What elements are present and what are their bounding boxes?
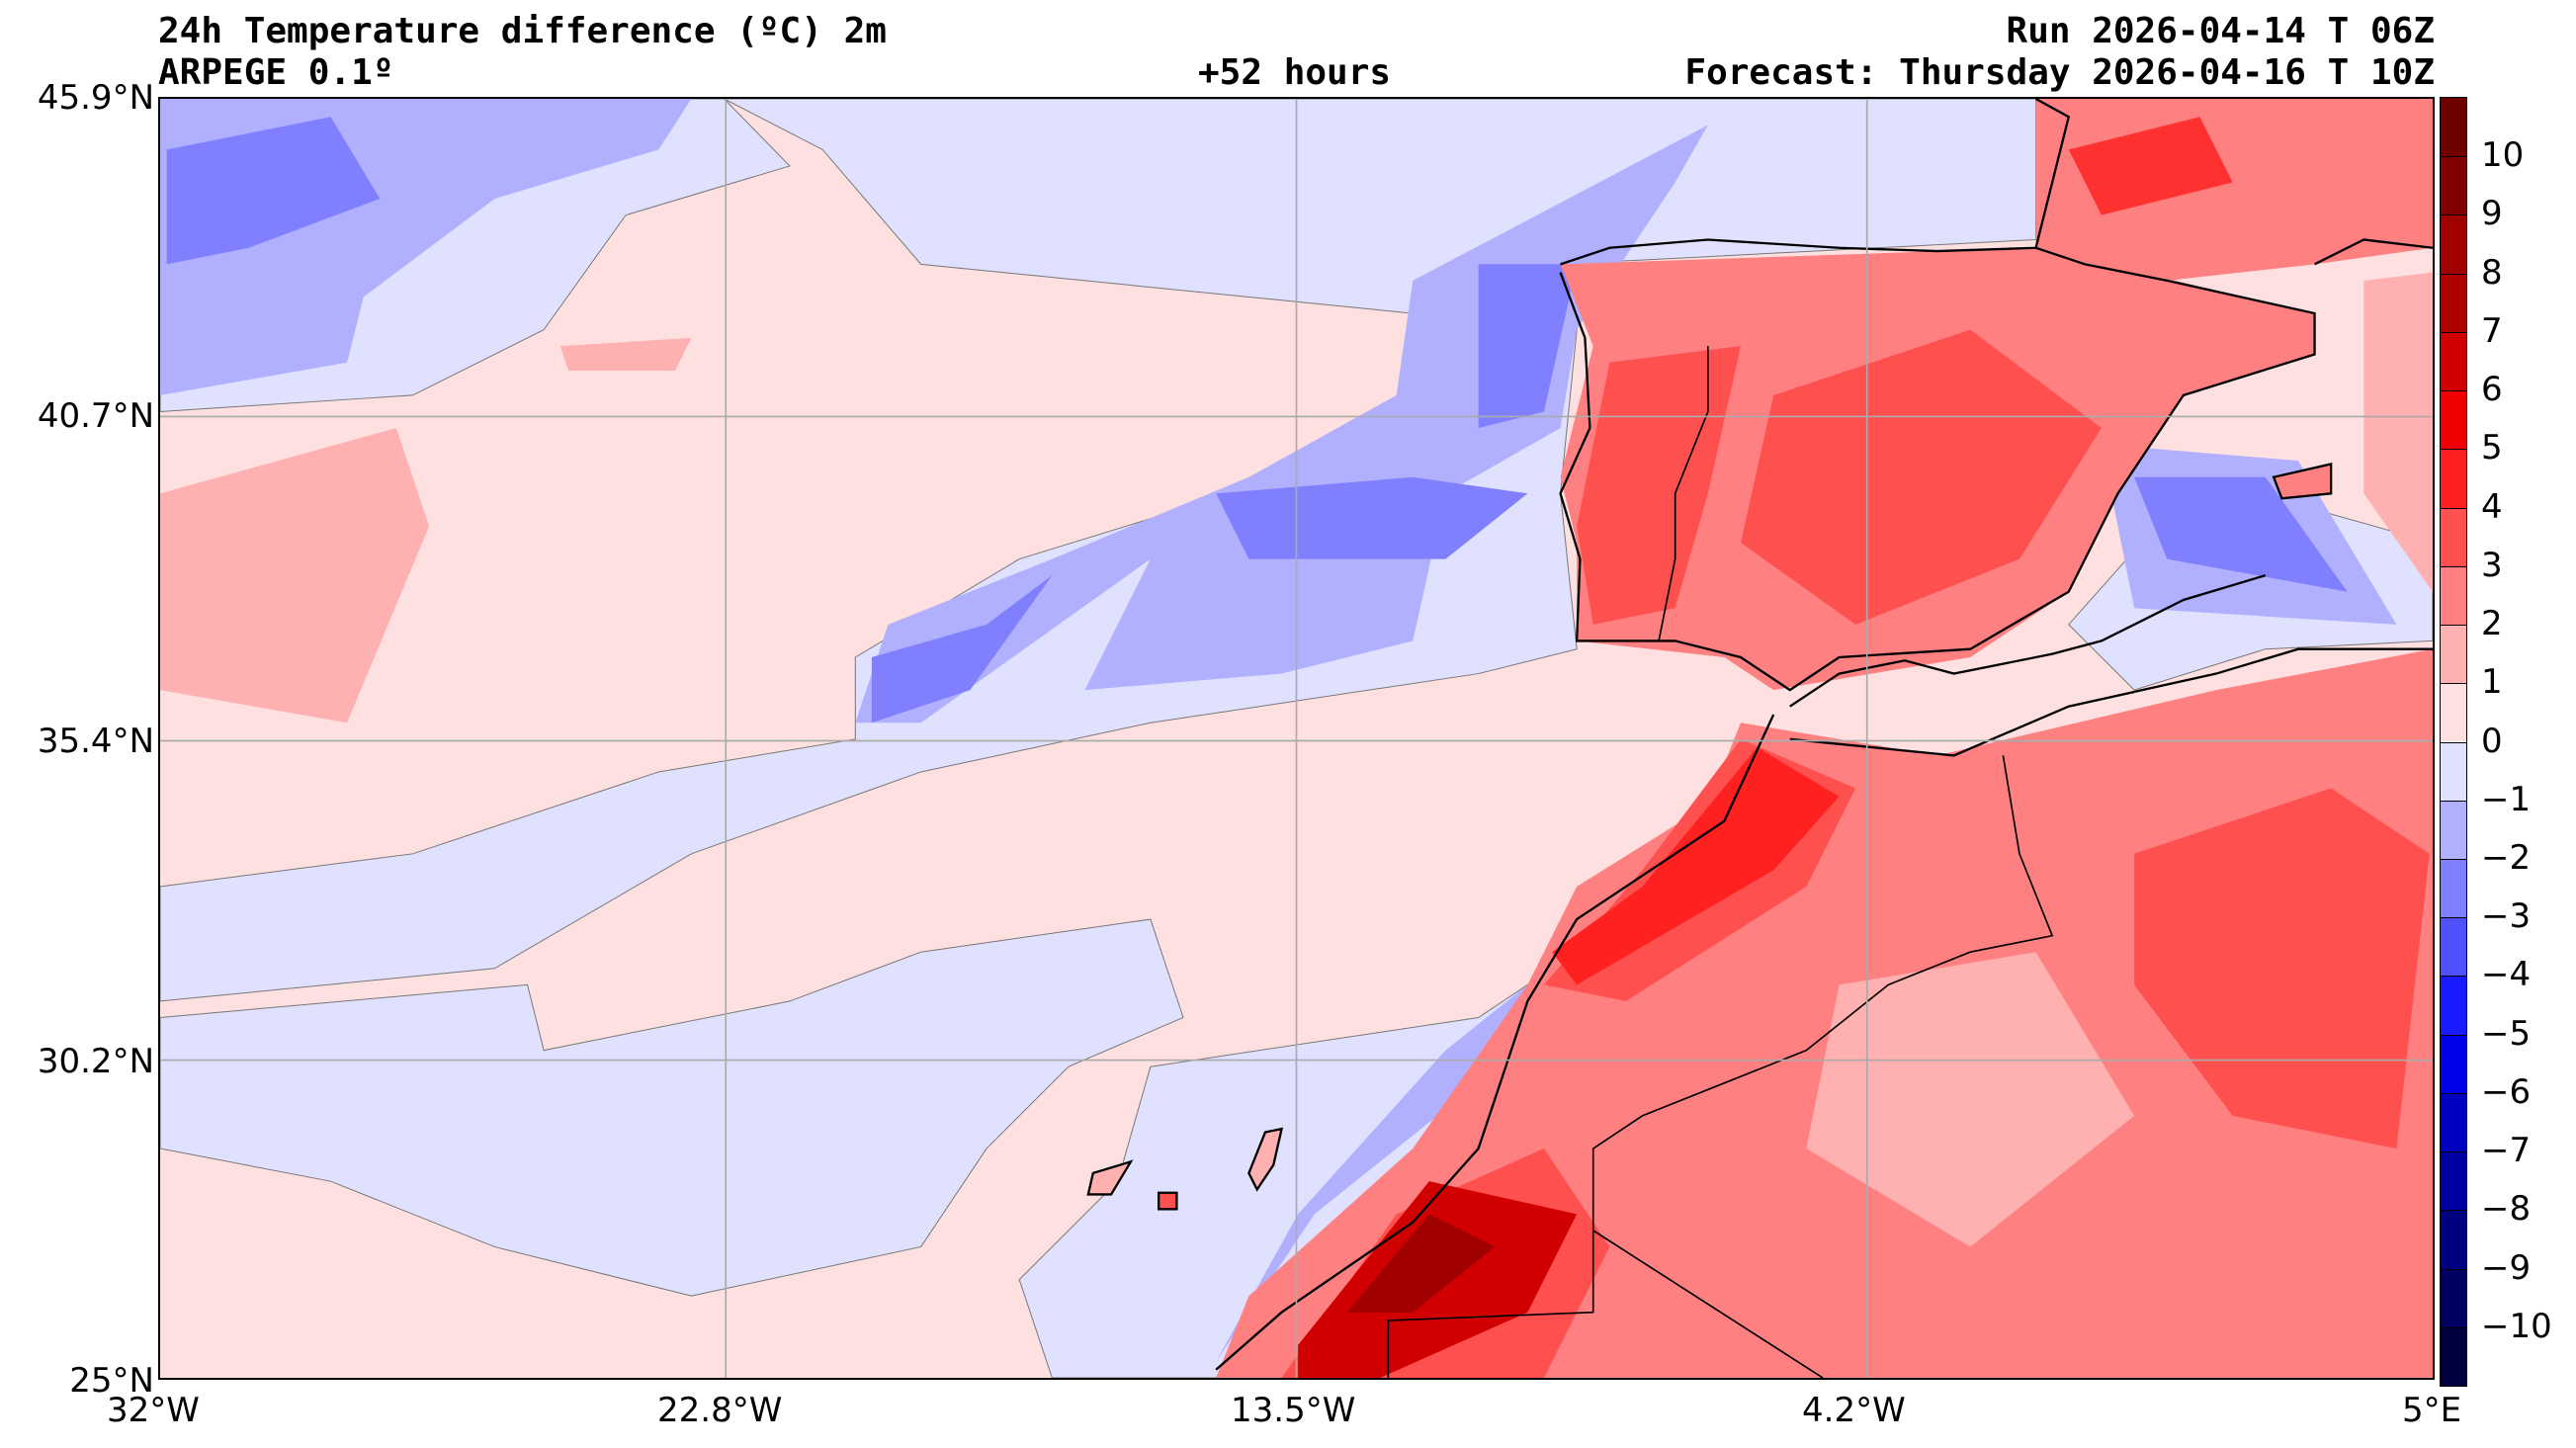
colorbar-bin	[2441, 214, 2466, 274]
lon-label: 4.2°W	[1802, 1391, 1906, 1430]
positive-anomaly-land	[1216, 99, 2433, 1378]
lat-label: 25°N	[69, 1361, 154, 1401]
pink-anomaly-west	[160, 337, 692, 724]
map-canvas	[159, 97, 2434, 1379]
colorbar-bin	[2441, 1151, 2466, 1211]
lat-label: 45.9°N	[37, 78, 154, 118]
colorbar-tick-label: 2	[2481, 604, 2503, 644]
colorbar-tick-label: −3	[2481, 896, 2532, 937]
chart-title: 24h Temperature difference (ºC) 2m	[158, 11, 887, 51]
colorbar-tick-label: −10	[2481, 1306, 2552, 1346]
colorbar-bin	[2441, 976, 2466, 1035]
colorbar-tick-label: −5	[2481, 1013, 2532, 1054]
colorbar-tick-label: −4	[2481, 955, 2532, 995]
model-label: ARPEGE 0.1º	[158, 52, 394, 93]
colorbar-tick-label: 5	[2481, 428, 2503, 468]
colorbar-tick-label: 7	[2481, 310, 2503, 351]
colorbar-tick-label: 0	[2481, 721, 2503, 761]
colorbar	[2440, 97, 2467, 1387]
colorbar-bin	[2441, 331, 2466, 391]
colorbar-tick-label: 6	[2481, 370, 2503, 410]
lon-label: 22.8°W	[657, 1391, 783, 1430]
colorbar-bin	[2441, 683, 2466, 742]
colorbar-tick-label: 4	[2481, 486, 2503, 527]
colorbar-bin	[2441, 1092, 2466, 1152]
colorbar-tick-label: −6	[2481, 1071, 2532, 1112]
colorbar-bin	[2441, 741, 2466, 801]
colorbar-bin	[2441, 625, 2466, 684]
coastlines	[1086, 97, 2434, 1379]
colorbar-bin	[2441, 156, 2466, 215]
forecast-label: Forecast: Thursday 2026-04-16 T 10Z	[1684, 52, 2435, 93]
colorbar-bin	[2441, 273, 2466, 332]
blue-anomaly-patches	[160, 99, 2397, 1362]
colorbar-bin	[2441, 449, 2466, 508]
gridlines	[160, 99, 2433, 1378]
run-label: Run 2026-04-14 T 06Z	[2006, 11, 2435, 51]
lon-label: 5°E	[2402, 1391, 2462, 1430]
lat-label: 30.2°N	[37, 1042, 154, 1081]
colorbar-tick-label: −2	[2481, 837, 2532, 878]
colorbar-bin	[2441, 565, 2466, 626]
lon-label: 32°W	[107, 1391, 200, 1430]
colorbar-tick-label: −8	[2481, 1189, 2532, 1230]
colorbar-tick-label: 8	[2481, 252, 2503, 293]
colorbar-tick-label: 3	[2481, 545, 2503, 585]
colorbar-bin	[2441, 917, 2466, 977]
lon-label: 13.5°W	[1231, 1391, 1356, 1430]
colorbar-tick-label: 10	[2481, 135, 2525, 176]
colorbar-bin	[2441, 1268, 2466, 1327]
lat-label: 40.7°N	[37, 396, 154, 436]
colorbar-bin	[2441, 390, 2466, 450]
colorbar-bin	[2441, 507, 2466, 566]
colorbar-tick-label: 9	[2481, 194, 2503, 234]
colorbar-bin	[2441, 858, 2466, 918]
lead-time: +52 hours	[1198, 52, 1392, 93]
colorbar-bin	[2441, 1034, 2466, 1093]
colorbar-tick-label: −7	[2481, 1131, 2532, 1171]
colorbar-bin	[2441, 1326, 2466, 1386]
colorbar-bin	[2441, 98, 2466, 157]
temperature-difference-map	[158, 97, 2435, 1380]
colorbar-tick-label: −9	[2481, 1247, 2532, 1288]
colorbar-tick-label: −1	[2481, 779, 2532, 819]
colorbar-bin	[2441, 800, 2466, 859]
colorbar-bin	[2441, 1210, 2466, 1269]
lat-label: 35.4°N	[37, 722, 154, 761]
colorbar-tick-label: 1	[2481, 662, 2503, 703]
